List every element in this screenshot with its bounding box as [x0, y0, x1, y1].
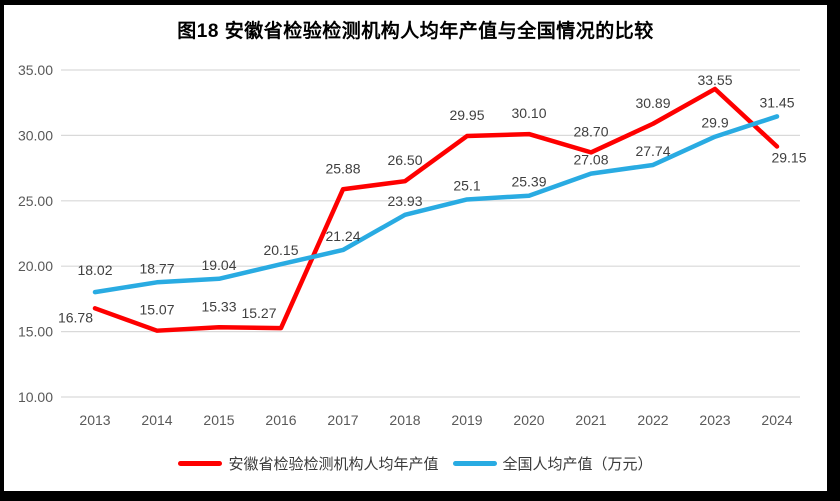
legend-label-national: 全国人均产值（万元） [502, 456, 653, 473]
data-label: 18.77 [139, 260, 174, 276]
x-axis-tick-label: 2014 [141, 412, 172, 428]
data-label: 29.15 [771, 150, 806, 166]
x-axis-tick-label: 2021 [575, 412, 606, 428]
x-axis-tick-label: 2015 [203, 412, 234, 428]
y-axis-tick-label: 15.00 [18, 324, 53, 340]
data-label: 27.74 [635, 143, 670, 159]
data-label: 29.9 [701, 115, 728, 131]
y-axis-tick-label: 35.00 [18, 62, 53, 78]
data-label: 26.50 [387, 152, 422, 168]
data-label: 25.88 [325, 160, 360, 176]
data-label: 29.95 [449, 107, 484, 123]
data-label: 15.07 [139, 302, 174, 318]
chart-title: 图18 安徽省检验检测机构人均年产值与全国情况的比较 [177, 21, 654, 42]
legend-label-anhui: 安徽省检验检测机构人均年产值 [228, 456, 439, 473]
y-axis-tick-label: 10.00 [18, 389, 53, 405]
data-label: 25.1 [453, 177, 480, 193]
data-label: 19.04 [201, 257, 236, 273]
legend-swatch-blue-line [452, 461, 497, 466]
data-label: 31.45 [759, 94, 794, 110]
x-axis-tick-label: 2013 [79, 412, 110, 428]
y-axis-tick-label: 20.00 [18, 258, 53, 274]
data-label: 33.55 [697, 72, 732, 88]
data-label: 28.70 [573, 123, 608, 139]
x-axis-tick-label: 2024 [761, 412, 792, 428]
data-label: 18.02 [77, 262, 112, 278]
legend-swatch-red-line [178, 461, 223, 466]
data-label: 15.33 [201, 298, 236, 314]
data-label: 23.93 [387, 193, 422, 209]
x-axis-tick-label: 2020 [513, 412, 544, 428]
x-axis-tick-label: 2023 [699, 412, 730, 428]
series-line-anhui [92, 86, 780, 333]
data-label: 25.39 [511, 174, 546, 190]
data-label: 15.27 [241, 305, 276, 321]
data-label: 27.08 [573, 152, 608, 168]
y-axis-tick-label: 30.00 [18, 127, 53, 143]
legend: 安徽省检验检测机构人均年产值 全国人均产值（万元） [4, 453, 827, 474]
data-label: 21.24 [325, 228, 360, 244]
data-label: 16.78 [58, 309, 93, 325]
legend-item-national: 全国人均产值（万元） [452, 453, 653, 474]
x-axis-tick-label: 2022 [637, 412, 668, 428]
data-label: 20.15 [263, 242, 298, 258]
data-label: 30.10 [511, 105, 546, 121]
x-axis-tick-label: 2019 [451, 412, 482, 428]
x-axis-tick-label: 2016 [265, 412, 296, 428]
x-axis-tick-label: 2018 [389, 412, 420, 428]
series-line-national [92, 114, 780, 295]
data-label: 30.89 [635, 95, 670, 111]
legend-item-anhui: 安徽省检验检测机构人均年产值 [178, 453, 439, 474]
x-axis-tick-label: 2017 [327, 412, 358, 428]
plot-area: 35.00 30.00 25.00 20.00 15.00 10.00 2013 2014 20… [18, 62, 807, 428]
y-axis-tick-label: 25.00 [18, 193, 53, 209]
